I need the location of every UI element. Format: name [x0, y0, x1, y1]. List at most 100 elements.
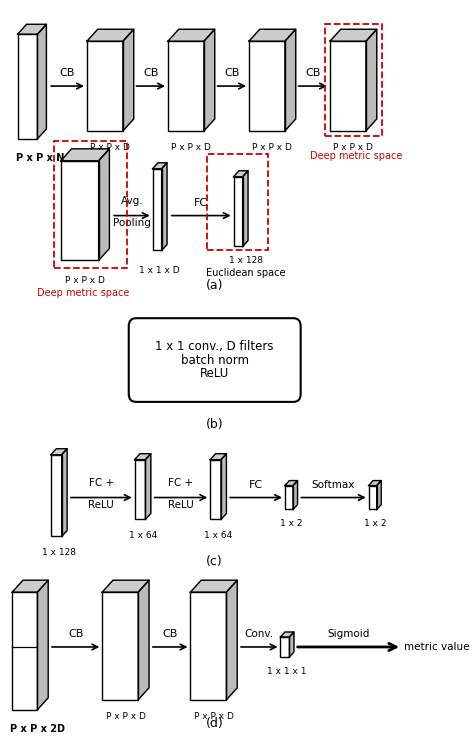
Text: Euclidean space: Euclidean space — [207, 269, 286, 278]
Text: P x P x D: P x P x D — [252, 143, 292, 152]
Text: P x P x D: P x P x D — [172, 143, 211, 152]
Text: 1 x 128: 1 x 128 — [229, 257, 263, 266]
Text: 1 x 2: 1 x 2 — [364, 519, 386, 528]
Polygon shape — [285, 29, 296, 131]
Polygon shape — [191, 580, 237, 592]
FancyBboxPatch shape — [168, 42, 204, 131]
Bar — [207, 154, 268, 251]
Bar — [325, 24, 382, 136]
Text: ReLU: ReLU — [89, 499, 114, 510]
Text: P x P x D: P x P x D — [65, 276, 105, 286]
Text: CB: CB — [305, 68, 320, 78]
Text: 1 x 2: 1 x 2 — [280, 519, 302, 528]
Polygon shape — [51, 449, 67, 455]
Polygon shape — [153, 162, 167, 168]
Text: P x P x D: P x P x D — [106, 712, 146, 720]
Text: P x P x D: P x P x D — [91, 143, 130, 152]
FancyBboxPatch shape — [249, 42, 285, 131]
Polygon shape — [146, 453, 151, 519]
Polygon shape — [290, 632, 294, 657]
Text: ReLU: ReLU — [168, 499, 194, 510]
Text: Avg.: Avg. — [120, 196, 143, 206]
Polygon shape — [293, 481, 298, 510]
FancyBboxPatch shape — [135, 459, 146, 519]
Text: P x P x D: P x P x D — [194, 712, 234, 720]
Polygon shape — [135, 453, 151, 459]
Text: Pooling: Pooling — [113, 217, 151, 228]
FancyBboxPatch shape — [210, 459, 221, 519]
Text: 1 x 128: 1 x 128 — [42, 548, 76, 557]
Text: Softmax: Softmax — [312, 479, 355, 490]
Polygon shape — [377, 481, 381, 510]
Polygon shape — [18, 24, 46, 34]
Polygon shape — [234, 171, 248, 177]
FancyBboxPatch shape — [87, 42, 123, 131]
Text: (d): (d) — [206, 718, 224, 730]
Polygon shape — [87, 29, 134, 42]
Polygon shape — [102, 580, 149, 592]
Polygon shape — [281, 632, 294, 637]
Polygon shape — [37, 24, 46, 139]
Text: Deep metric space: Deep metric space — [37, 289, 129, 298]
Text: metric value: metric value — [404, 642, 469, 652]
FancyBboxPatch shape — [61, 161, 99, 260]
Text: 1 x 1 x D: 1 x 1 x D — [139, 266, 180, 275]
Bar — [54, 141, 128, 269]
Text: CB: CB — [68, 629, 83, 639]
Text: batch norm: batch norm — [181, 353, 249, 367]
Polygon shape — [243, 171, 248, 246]
Text: CB: CB — [60, 68, 75, 78]
FancyBboxPatch shape — [281, 637, 290, 657]
FancyBboxPatch shape — [191, 592, 227, 700]
Text: P x P x N: P x P x N — [16, 153, 64, 162]
Text: FC: FC — [249, 479, 263, 490]
Text: CB: CB — [224, 68, 239, 78]
Text: 1 x 1 conv., D filters: 1 x 1 conv., D filters — [155, 340, 274, 352]
Polygon shape — [12, 580, 48, 592]
Polygon shape — [99, 149, 109, 260]
Polygon shape — [369, 481, 381, 485]
Text: FC: FC — [194, 197, 208, 208]
Polygon shape — [221, 453, 227, 519]
Polygon shape — [162, 162, 167, 251]
FancyBboxPatch shape — [153, 168, 162, 251]
Text: FC +: FC + — [89, 478, 114, 487]
Polygon shape — [37, 580, 48, 710]
Polygon shape — [62, 449, 67, 536]
Text: 1 x 64: 1 x 64 — [204, 531, 232, 540]
Text: (a): (a) — [206, 279, 223, 292]
Polygon shape — [249, 29, 296, 42]
Polygon shape — [138, 580, 149, 700]
Text: 1 x 64: 1 x 64 — [128, 531, 157, 540]
Polygon shape — [285, 481, 298, 485]
Text: P x P x D: P x P x D — [333, 143, 373, 152]
Text: (c): (c) — [206, 555, 223, 568]
FancyBboxPatch shape — [285, 485, 293, 510]
Polygon shape — [168, 29, 215, 42]
Polygon shape — [61, 149, 109, 161]
Polygon shape — [123, 29, 134, 131]
FancyBboxPatch shape — [18, 34, 37, 139]
FancyBboxPatch shape — [234, 177, 243, 246]
Polygon shape — [366, 29, 377, 131]
FancyBboxPatch shape — [129, 318, 301, 402]
Text: 1 x 1 x 1: 1 x 1 x 1 — [267, 667, 307, 676]
FancyBboxPatch shape — [12, 592, 37, 710]
Polygon shape — [204, 29, 215, 131]
Text: P x P x 2D: P x P x 2D — [10, 723, 65, 734]
Text: ReLU: ReLU — [200, 367, 229, 381]
Polygon shape — [227, 580, 237, 700]
FancyBboxPatch shape — [369, 485, 377, 510]
Text: Deep metric space: Deep metric space — [310, 151, 402, 161]
Text: Sigmoid: Sigmoid — [327, 629, 370, 639]
FancyBboxPatch shape — [330, 42, 366, 131]
Polygon shape — [330, 29, 377, 42]
Text: FC +: FC + — [168, 478, 193, 487]
Text: CB: CB — [163, 629, 178, 639]
Text: (b): (b) — [206, 418, 224, 431]
Text: Conv.: Conv. — [245, 629, 274, 639]
Polygon shape — [210, 453, 227, 459]
Text: CB: CB — [143, 68, 158, 78]
FancyBboxPatch shape — [51, 455, 62, 536]
FancyBboxPatch shape — [102, 592, 138, 700]
